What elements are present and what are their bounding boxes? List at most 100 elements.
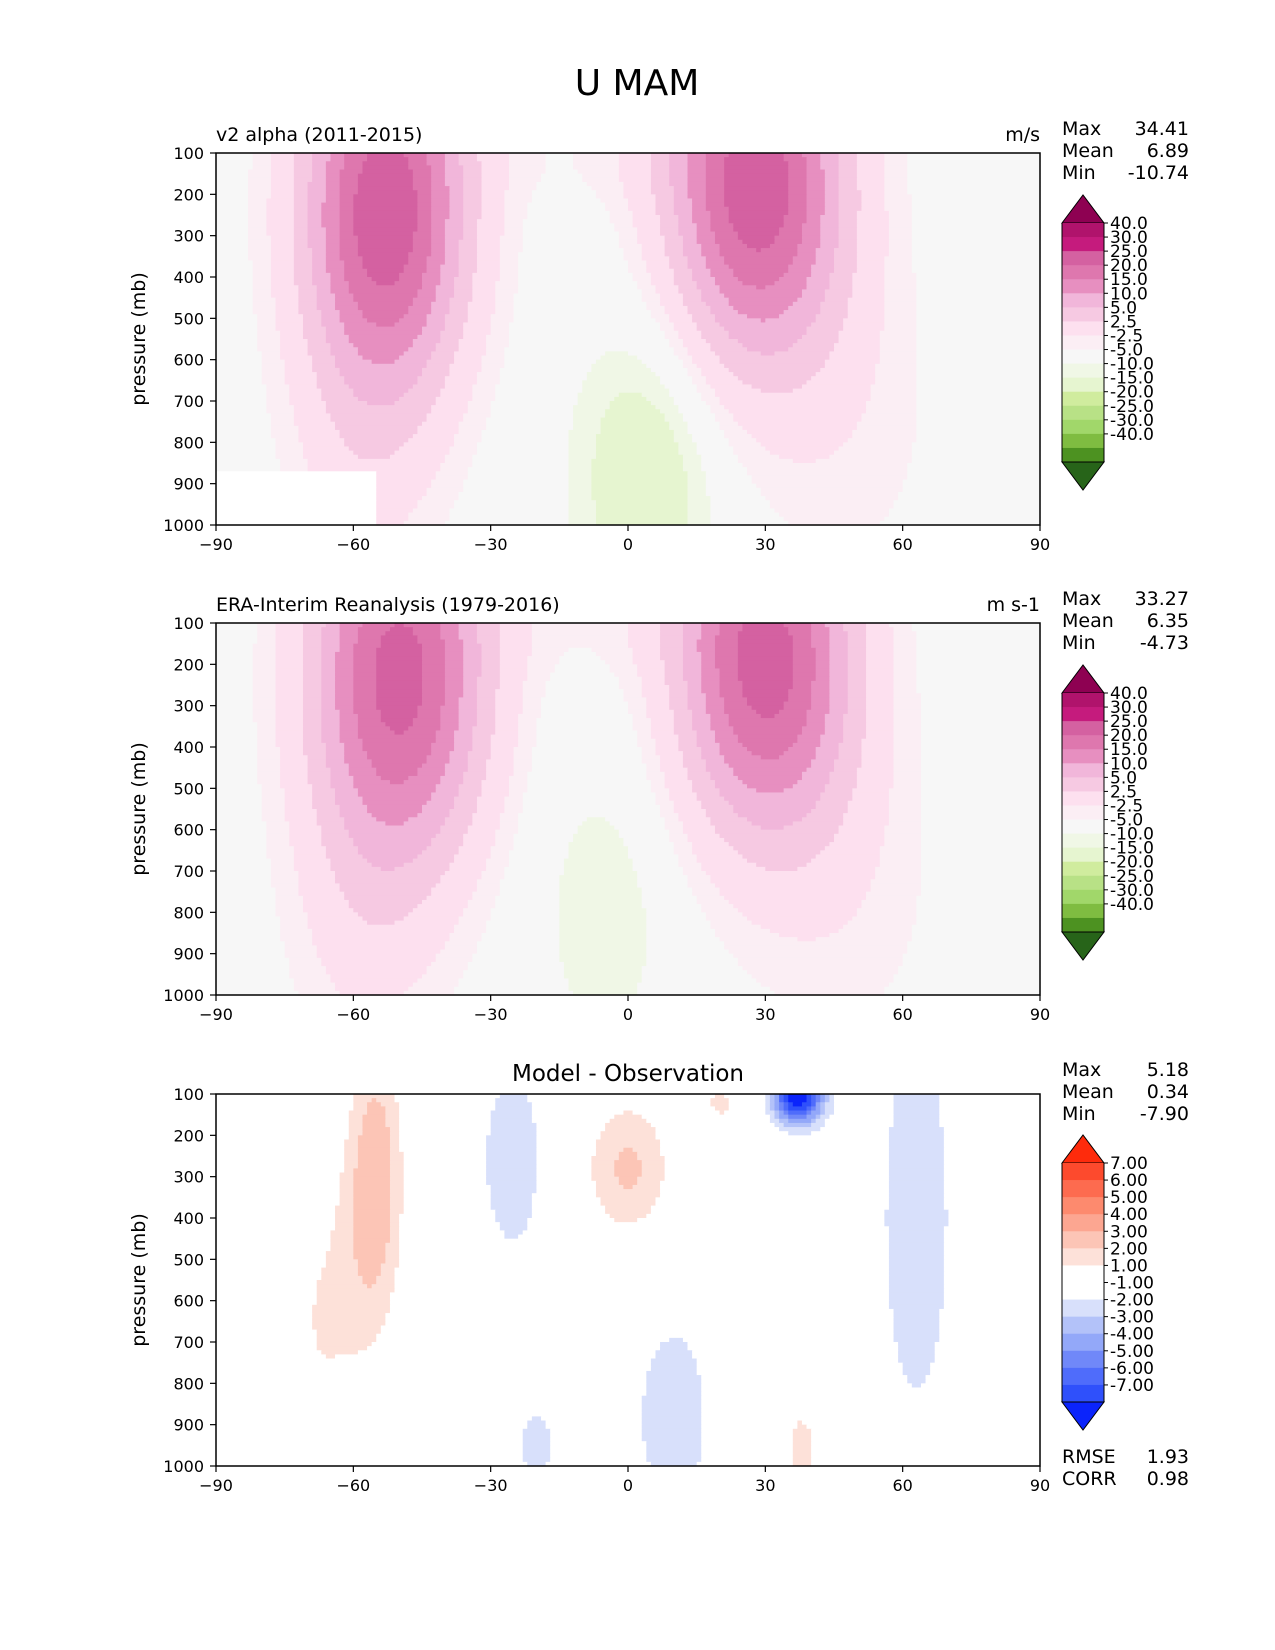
- contour-cell-699: [701, 1391, 1041, 1397]
- contour-cell-845: [431, 747, 455, 752]
- contour-cell-216: [344, 1143, 359, 1149]
- contour-cell-329: [449, 198, 464, 204]
- contour-cell-1388: [417, 380, 446, 386]
- contour-cell-179: [943, 1127, 1041, 1132]
- contour-cell-541: [888, 1271, 945, 1277]
- contour-cell-16: [682, 623, 702, 628]
- contour-cell-1215: [838, 339, 881, 344]
- contour-cell-648: [444, 243, 460, 249]
- contour-cell-44: [701, 627, 721, 632]
- contour-cell-498: [321, 223, 341, 228]
- contour-cell-924: [518, 285, 638, 290]
- contour-cell-949: [646, 763, 661, 769]
- contour-cell-142: [380, 643, 423, 649]
- contour-cell-895: [440, 281, 455, 286]
- contour-cell-634: [417, 713, 441, 719]
- contour-cell-214: [463, 181, 483, 187]
- contour-cell-1757: [769, 986, 885, 992]
- contour-cell-538: [357, 1271, 382, 1277]
- contour-cell-199: [422, 651, 446, 657]
- contour-cell-418: [829, 680, 849, 686]
- contour-cell-724: [248, 256, 272, 262]
- contour-cell-883: [815, 751, 840, 756]
- contour-cell-700: [692, 722, 711, 727]
- contour-cell-258: [444, 660, 464, 665]
- contour-cell-1640: [449, 446, 478, 452]
- contour-cell-597: [216, 709, 254, 715]
- contour-cell-497: [385, 1246, 400, 1252]
- contour-cell-507: [866, 693, 895, 698]
- contour-cell-1262: [403, 351, 432, 357]
- contour-cell-430: [376, 685, 423, 690]
- contour-cell-1244: [751, 821, 794, 827]
- contour-cell-169: [824, 173, 840, 179]
- contour-cell-517: [820, 223, 840, 228]
- contour-cell-305: [595, 194, 625, 200]
- contour-cell-76: [829, 631, 849, 636]
- contour-cell-1153: [660, 326, 675, 332]
- contour-cell-1082: [403, 314, 428, 319]
- contour-cell-450: [893, 685, 917, 690]
- contour-cell-640: [541, 713, 634, 719]
- contour-cell-641: [660, 1346, 689, 1351]
- contour-cell-1027: [920, 775, 1041, 781]
- contour-cell-1054: [312, 784, 332, 789]
- contour-cell-828: [678, 742, 698, 748]
- contour-cell-447: [481, 215, 505, 220]
- contour-cell-926: [641, 759, 661, 765]
- contour-cell-1144: [701, 800, 730, 806]
- contour-cell-420: [884, 1209, 950, 1215]
- contour-cell-1171: [508, 330, 666, 336]
- contour-cell-642: [307, 243, 327, 249]
- contour-cell-1180: [216, 334, 258, 340]
- contour-cell-652: [216, 1354, 327, 1360]
- contour-cell-217: [536, 181, 588, 187]
- contour-cell-112: [824, 1110, 835, 1116]
- contour-cell-825: [536, 742, 638, 748]
- contour-cell-795: [792, 1461, 812, 1467]
- contour-cell-1287: [504, 355, 602, 361]
- contour-cell-844: [499, 272, 519, 278]
- contour-cell-900: [637, 281, 652, 286]
- contour-cell-259: [591, 1156, 620, 1161]
- contour-cell-783: [820, 734, 844, 740]
- contour-cell-1107: [444, 318, 469, 324]
- contour-cell-902: [673, 281, 698, 286]
- contour-cell-570: [275, 705, 304, 711]
- contour-cell-331: [829, 668, 849, 674]
- contour-cell-63: [811, 1102, 817, 1107]
- contour-cell-971: [531, 767, 647, 773]
- contour-cell-554: [394, 1280, 890, 1285]
- contour-cell-591: [389, 1308, 895, 1314]
- contour-cell-793: [650, 1461, 698, 1467]
- contour-cell-1457: [504, 875, 560, 880]
- contour-cell-522: [216, 1263, 327, 1269]
- contour-cell-1546: [270, 421, 295, 427]
- contour-cell-345: [444, 672, 464, 678]
- contour-cell-1623: [559, 928, 647, 934]
- contour-cell-252: [705, 186, 725, 191]
- contour-cell-571: [389, 1292, 890, 1298]
- contour-cell-1673: [476, 949, 560, 955]
- contour-cell-1612: [568, 438, 597, 443]
- contour-cell-588: [412, 235, 432, 241]
- contour-cell-1140: [884, 322, 917, 328]
- contour-cell-41: [824, 1098, 831, 1103]
- contour-cell-1652: [284, 941, 313, 946]
- contour-cell-588: [943, 1304, 1041, 1310]
- contour-cell-792: [545, 1461, 652, 1467]
- contour-cell-84: [788, 1106, 808, 1112]
- colorbar-tick-label-0: 7.00: [1110, 1154, 1148, 1174]
- contour-cell-1454: [321, 396, 359, 402]
- contour-cell-186: [829, 647, 849, 653]
- contour-cell-529: [705, 697, 725, 703]
- contour-cell-1056: [321, 310, 341, 315]
- contour-cell-597: [664, 235, 684, 241]
- contour-cell-1445: [563, 871, 638, 876]
- contour-cell-1465: [719, 396, 872, 402]
- contour-cell-552: [362, 1280, 377, 1285]
- contour-cell-106: [687, 165, 707, 171]
- contour-cell-126: [714, 639, 739, 645]
- contour-cell-404: [463, 680, 478, 686]
- contour-cell-862: [312, 277, 332, 282]
